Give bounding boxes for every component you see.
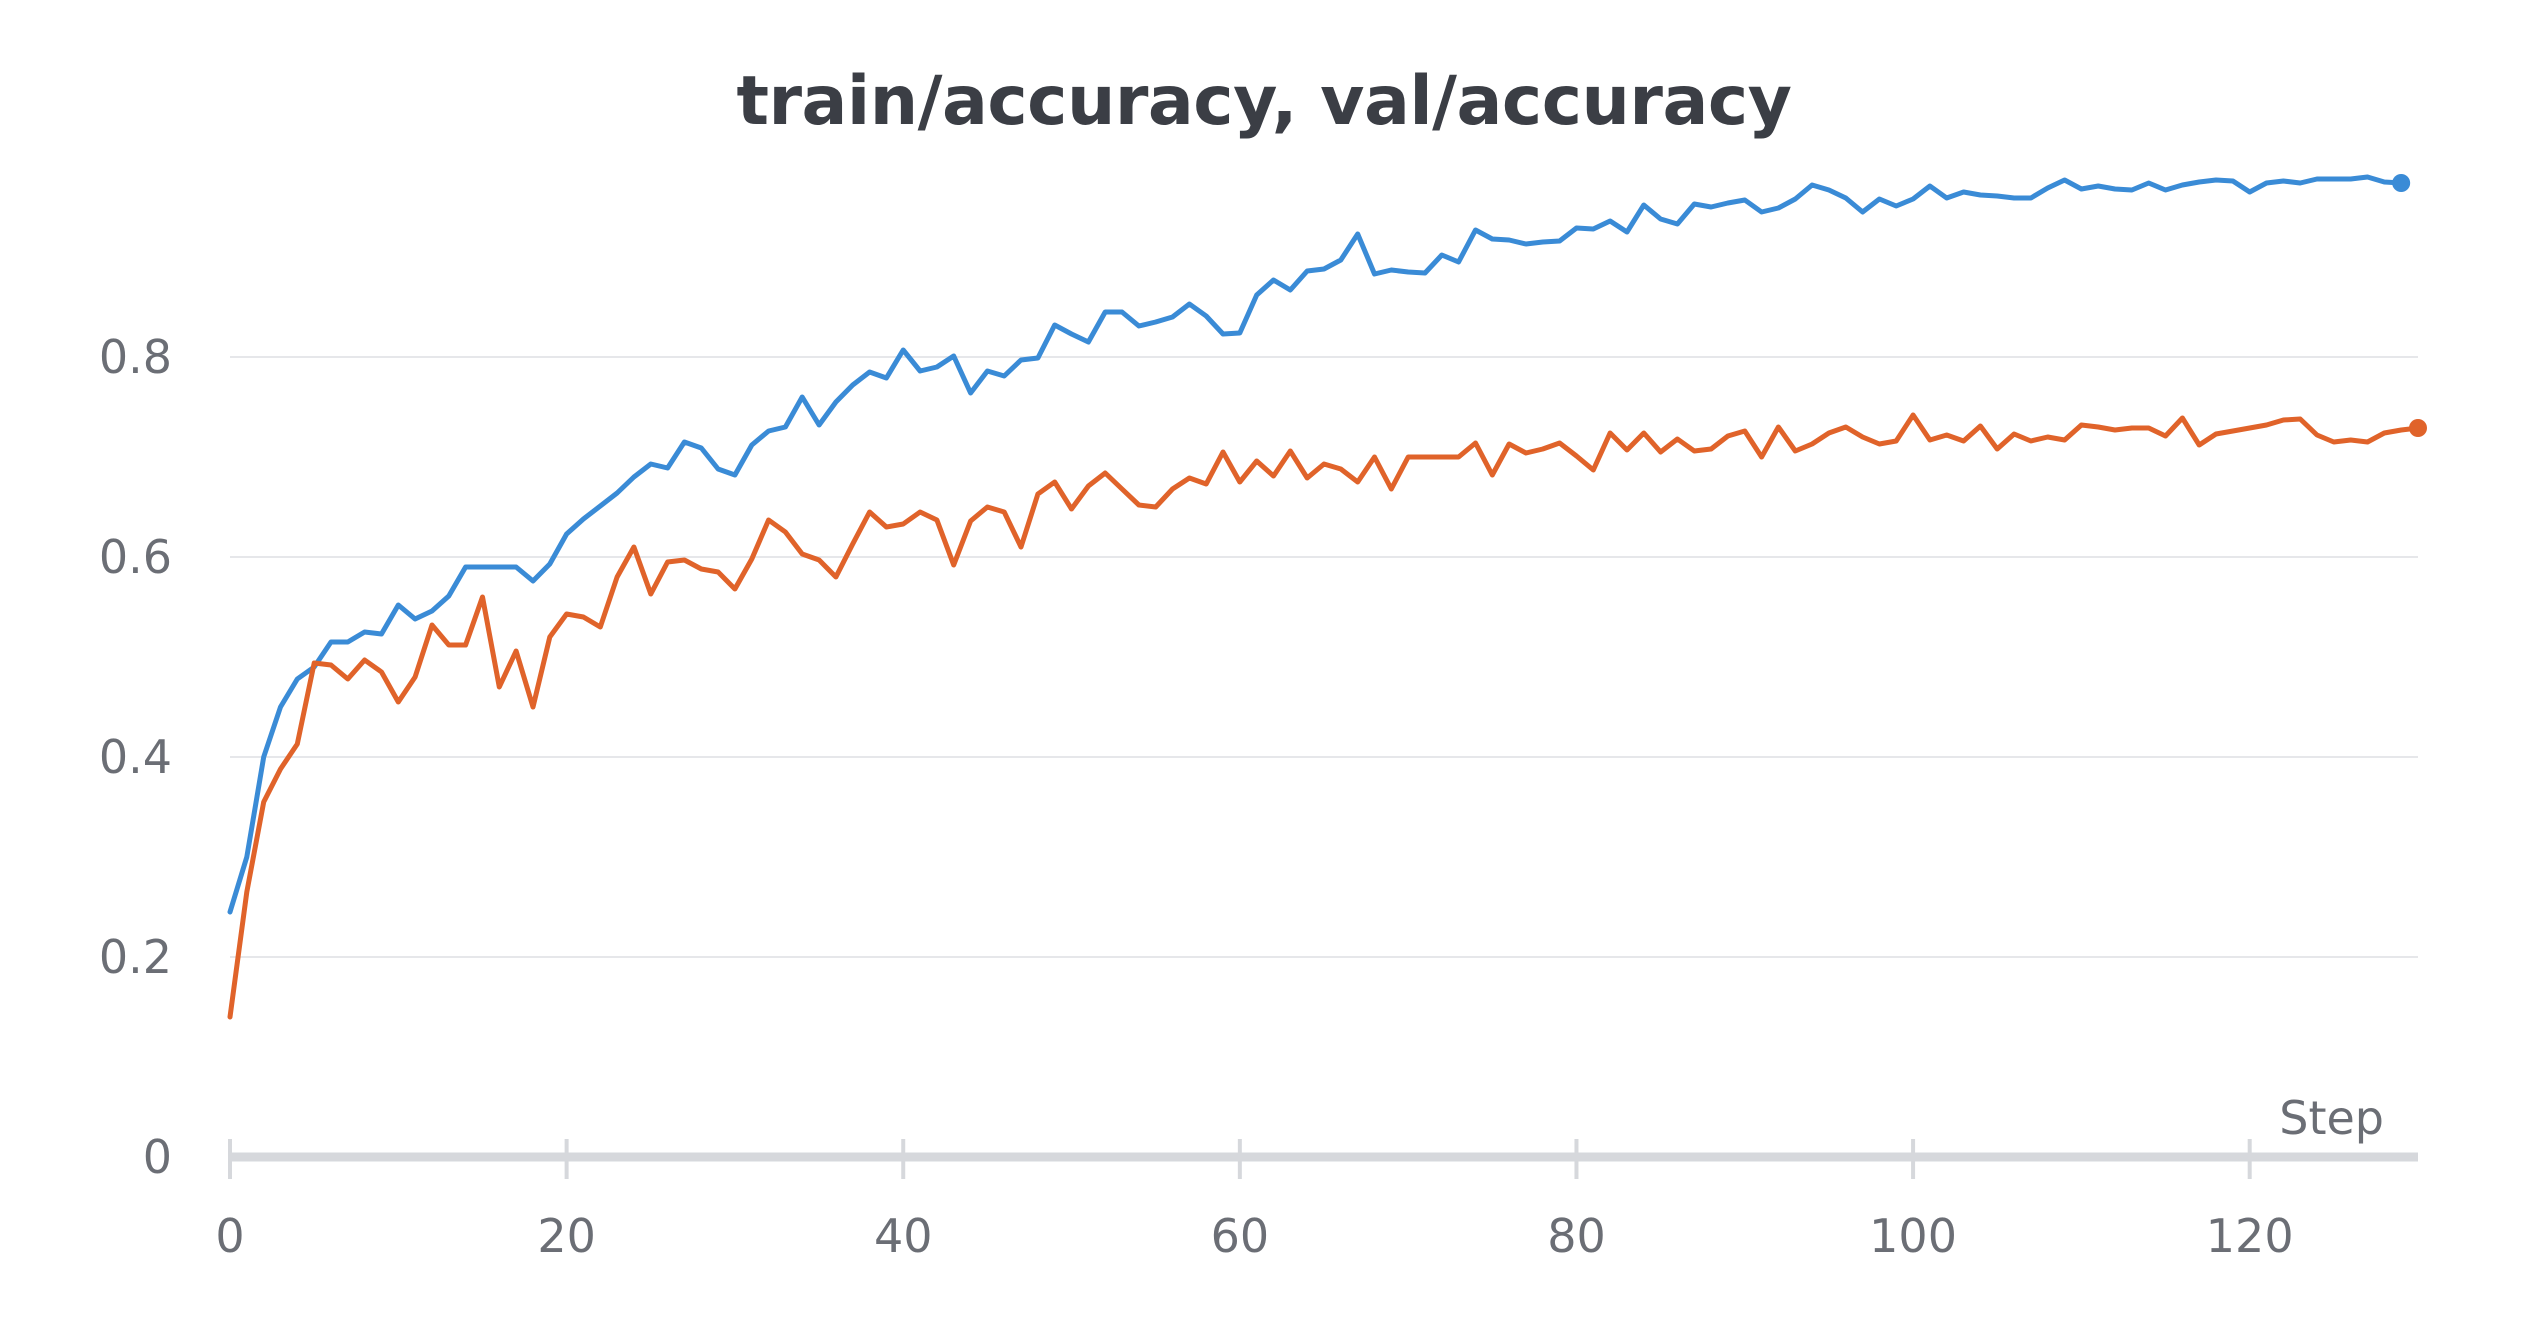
chart-title: train/accuracy, val/accuracy: [736, 62, 1792, 141]
series-group: [227, 174, 2427, 1020]
y-tick-label: 0: [143, 1130, 172, 1184]
series-end-marker: [2392, 174, 2411, 192]
y-axis: 0 0.2 0.4 0.6 0.8: [99, 330, 172, 1184]
series-line-2: [227, 412, 2421, 1020]
y-tick-label: 0.6: [99, 530, 172, 584]
series-line-1: [227, 174, 2404, 915]
x-axis-label: Step: [2279, 1091, 2384, 1145]
x-tick-label: 60: [1211, 1209, 1270, 1263]
x-tick-label: 20: [537, 1209, 596, 1263]
x-tick-label: 120: [2206, 1209, 2294, 1263]
x-tick-label: 0: [215, 1209, 244, 1263]
x-tick-label: 40: [874, 1209, 933, 1263]
y-tick-label: 0.4: [99, 730, 172, 784]
y-tick-label: 0.2: [99, 930, 172, 984]
gridlines: [230, 356, 2418, 958]
x-tick-label: 100: [1869, 1209, 1957, 1263]
series-end-marker: [2409, 419, 2427, 437]
y-tick-label: 0.8: [99, 330, 172, 384]
x-axis: 0 20 40 60 80 100 120: [215, 1139, 2418, 1263]
x-tick-label: 80: [1547, 1209, 1606, 1263]
